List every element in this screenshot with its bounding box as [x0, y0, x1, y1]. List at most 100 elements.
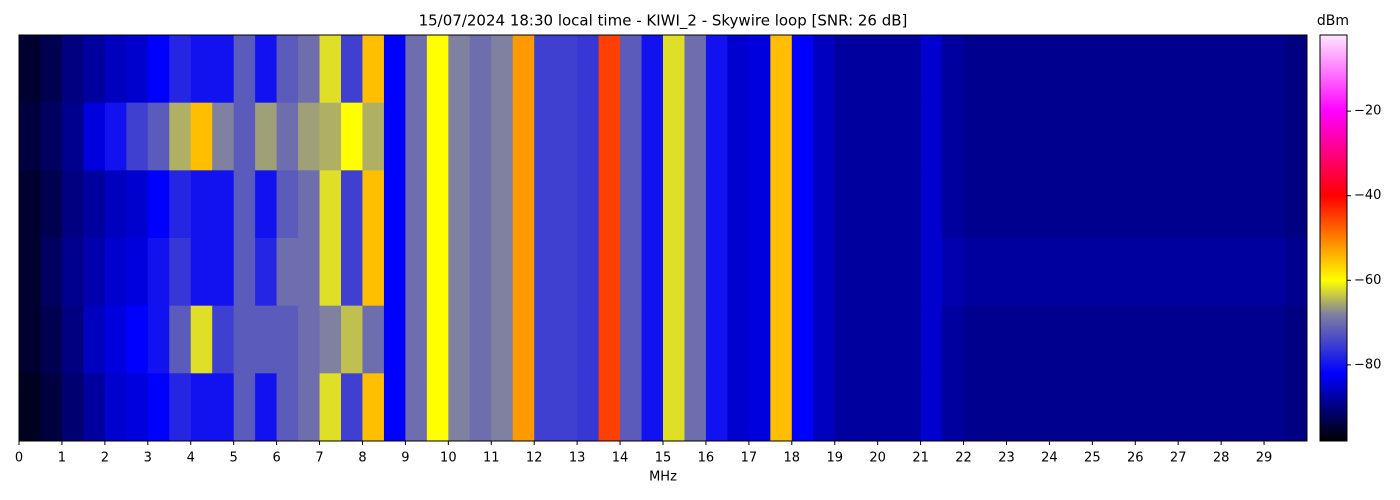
heatmap-cell — [727, 35, 750, 104]
heatmap-cell — [190, 305, 213, 374]
heatmap-cell — [1242, 238, 1265, 307]
heatmap-cell — [255, 102, 278, 171]
heatmap-cell — [663, 305, 685, 374]
heatmap-cell — [1027, 373, 1050, 442]
heatmap-cell — [104, 238, 127, 307]
heatmap-cell — [1156, 35, 1179, 104]
heatmap-cell — [319, 305, 342, 374]
heatmap-cell — [255, 373, 278, 442]
heatmap-cell — [1156, 102, 1179, 171]
heatmap-cell — [856, 35, 879, 104]
heatmap-cell — [319, 170, 342, 239]
heatmap-cell — [856, 102, 879, 171]
heatmap-cell — [405, 102, 428, 171]
heatmap-cell — [1221, 373, 1244, 442]
heatmap-cell — [1264, 170, 1287, 239]
heatmap-cell — [1070, 238, 1093, 307]
heatmap-cell — [813, 373, 836, 442]
heatmap-cell — [748, 102, 771, 171]
x-tick-label: 25 — [1084, 451, 1101, 466]
x-tick-label: 12 — [526, 451, 543, 466]
heatmap-cell — [212, 238, 235, 307]
heatmap-cell — [620, 238, 643, 307]
heatmap-cell — [813, 238, 836, 307]
x-tick-label: 10 — [440, 451, 457, 466]
heatmap-cell — [255, 305, 278, 374]
heatmap-cell — [1135, 373, 1158, 442]
heatmap-cell — [426, 35, 449, 104]
heatmap-cell — [920, 170, 943, 239]
heatmap-cell — [727, 373, 750, 442]
heatmap-cell — [83, 102, 106, 171]
heatmap-cell — [169, 373, 192, 442]
heatmap-cell — [1113, 102, 1136, 171]
heatmap-cell — [319, 238, 342, 307]
heatmap-cell — [1049, 305, 1072, 374]
heatmap-cell — [748, 238, 771, 307]
colorbar-label: dBm — [1317, 13, 1349, 29]
heatmap-cell — [40, 305, 63, 374]
heatmap-cell — [877, 102, 900, 171]
heatmap-cell — [663, 35, 685, 104]
heatmap-cell — [1242, 373, 1265, 442]
heatmap-cell — [298, 373, 321, 442]
heatmap-cell — [61, 102, 84, 171]
heatmap-cell — [1199, 35, 1222, 104]
heatmap-cell — [341, 102, 363, 171]
x-tick-label: 26 — [1127, 451, 1144, 466]
x-tick-label: 0 — [15, 451, 23, 466]
heatmap-cell — [598, 102, 621, 171]
x-tick-label: 17 — [741, 451, 758, 466]
x-tick-label: 15 — [655, 451, 672, 466]
heatmap-cell — [920, 305, 943, 374]
heatmap-cell — [899, 35, 922, 104]
heatmap-cell — [40, 238, 63, 307]
heatmap-cell — [426, 238, 449, 307]
heatmap-cell — [448, 35, 471, 104]
heatmap-cell — [341, 238, 363, 307]
heatmap-cell — [1092, 35, 1115, 104]
heatmap-cell — [963, 170, 986, 239]
heatmap-cell — [705, 102, 728, 171]
x-tick-label: 8 — [358, 451, 366, 466]
heatmap-cell — [1156, 373, 1179, 442]
heatmap-cell — [1285, 238, 1308, 307]
heatmap-cell — [985, 373, 1007, 442]
heatmap-cell — [641, 102, 664, 171]
heatmap-cell — [1199, 305, 1222, 374]
heatmap-cell — [1242, 102, 1265, 171]
heatmap-cell — [448, 170, 471, 239]
heatmap-cell — [985, 238, 1007, 307]
heatmap-cell — [233, 305, 256, 374]
heatmap-cell — [942, 373, 965, 442]
heatmap-cell — [834, 35, 857, 104]
heatmap-cell — [920, 102, 943, 171]
heatmap-cell — [40, 102, 63, 171]
heatmap-cell — [169, 102, 192, 171]
heatmap-cell — [1070, 102, 1093, 171]
heatmap-cell — [276, 102, 299, 171]
heatmap-cell — [598, 373, 621, 442]
heatmap-cell — [276, 305, 299, 374]
heatmap-cell — [512, 238, 535, 307]
heatmap-cell — [748, 305, 771, 374]
heatmap-cell — [1156, 238, 1179, 307]
heatmap-cell — [1199, 170, 1222, 239]
heatmap-cell — [1135, 238, 1158, 307]
heatmap-cell — [813, 102, 836, 171]
heatmap-cell — [512, 102, 535, 171]
heatmap-cell — [1135, 170, 1158, 239]
heatmap-cell — [534, 170, 557, 239]
x-tick-label: 28 — [1213, 451, 1230, 466]
heatmap-cell — [362, 35, 385, 104]
heatmap-cell — [577, 170, 600, 239]
heatmap-cell — [877, 373, 900, 442]
heatmap-cell — [491, 102, 514, 171]
heatmap-cell — [426, 305, 449, 374]
heatmap-cell — [448, 238, 471, 307]
heatmap-cell — [641, 373, 664, 442]
heatmap-cell — [1049, 238, 1072, 307]
x-tick-label: 18 — [784, 451, 801, 466]
heatmap-cell — [727, 238, 750, 307]
heatmap-cell — [1221, 305, 1244, 374]
